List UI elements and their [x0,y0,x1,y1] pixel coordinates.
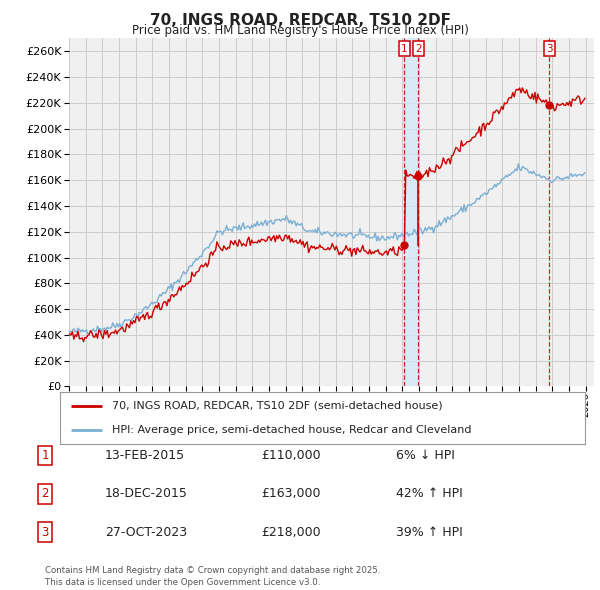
Text: 27-OCT-2023: 27-OCT-2023 [105,526,187,539]
Text: £218,000: £218,000 [261,526,320,539]
Text: 13-FEB-2015: 13-FEB-2015 [105,449,185,462]
Text: 2: 2 [41,487,49,500]
Text: 3: 3 [546,44,553,54]
Text: 42% ↑ HPI: 42% ↑ HPI [396,487,463,500]
Text: 70, INGS ROAD, REDCAR, TS10 2DF (semi-detached house): 70, INGS ROAD, REDCAR, TS10 2DF (semi-de… [113,401,443,411]
Text: 1: 1 [41,449,49,462]
Text: Price paid vs. HM Land Registry's House Price Index (HPI): Price paid vs. HM Land Registry's House … [131,24,469,37]
Text: 2: 2 [415,44,422,54]
Text: £110,000: £110,000 [261,449,320,462]
Text: HPI: Average price, semi-detached house, Redcar and Cleveland: HPI: Average price, semi-detached house,… [113,425,472,435]
Text: 70, INGS ROAD, REDCAR, TS10 2DF: 70, INGS ROAD, REDCAR, TS10 2DF [149,13,451,28]
Text: 1: 1 [401,44,407,54]
Text: 6% ↓ HPI: 6% ↓ HPI [396,449,455,462]
Text: 39% ↑ HPI: 39% ↑ HPI [396,526,463,539]
Text: 18-DEC-2015: 18-DEC-2015 [105,487,188,500]
Bar [404,38,418,386]
Text: 3: 3 [41,526,49,539]
Text: £163,000: £163,000 [261,487,320,500]
Text: Contains HM Land Registry data © Crown copyright and database right 2025.
This d: Contains HM Land Registry data © Crown c… [45,566,380,587]
